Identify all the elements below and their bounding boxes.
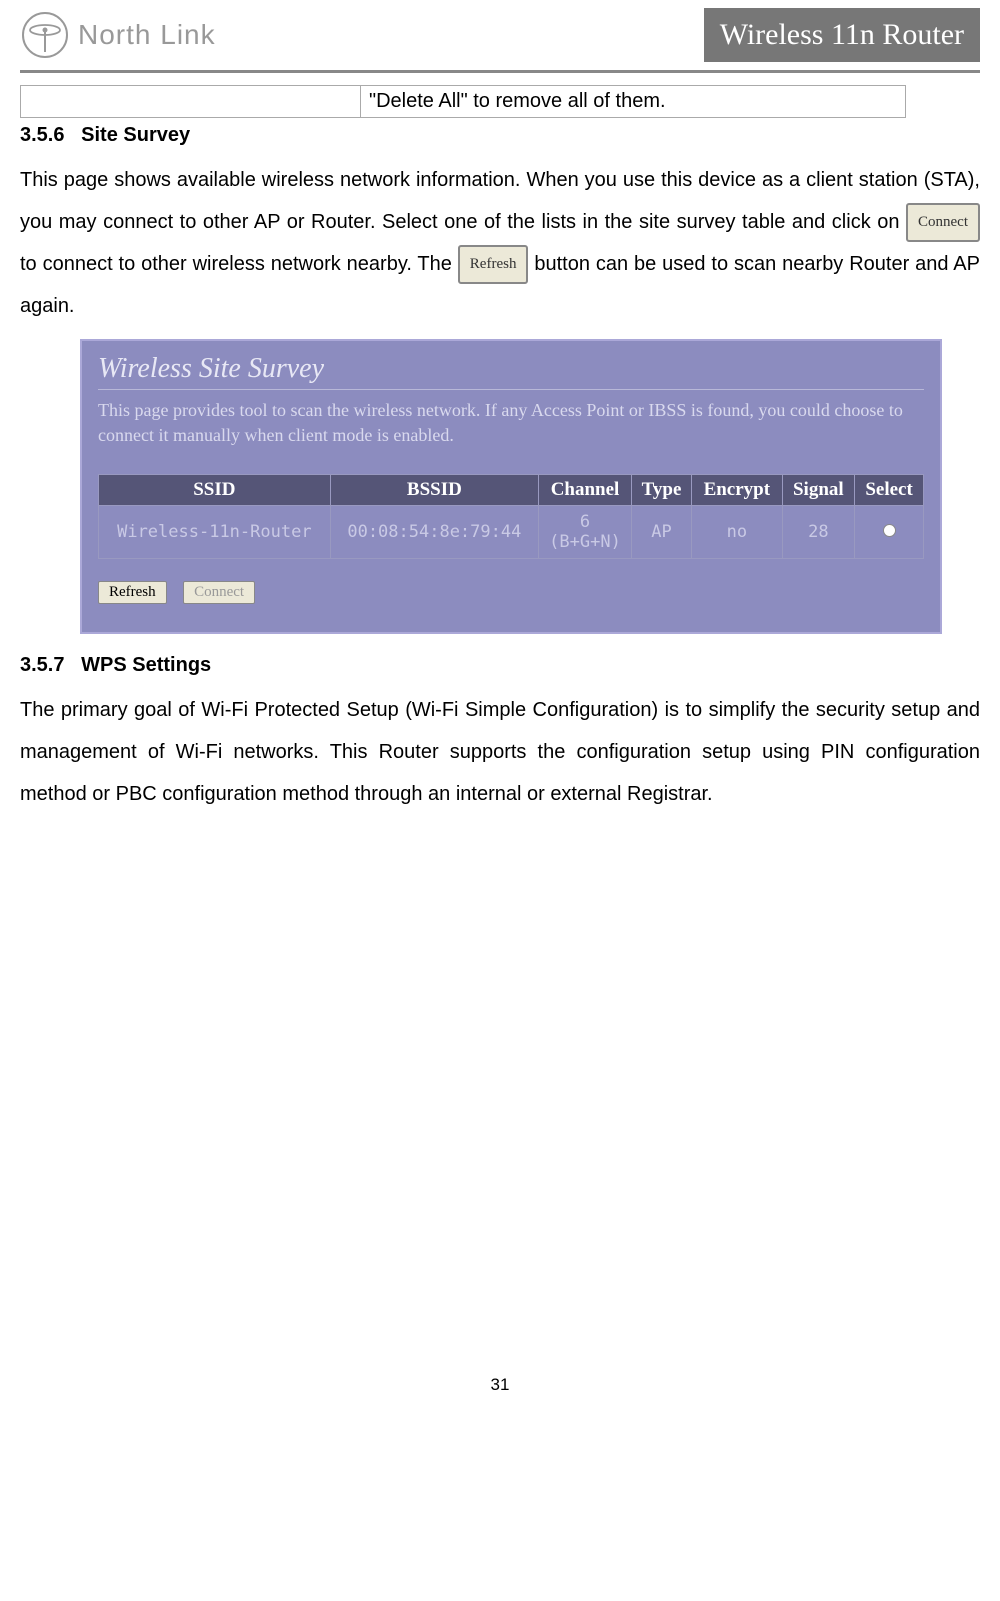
col-encrypt: Encrypt <box>692 475 783 506</box>
col-select: Select <box>855 475 924 506</box>
section-number: 3.5.6 <box>20 124 64 146</box>
survey-refresh-button[interactable]: Refresh <box>98 581 167 604</box>
logo-area: North Link <box>20 10 216 60</box>
section-357-paragraph: The primary goal of Wi-Fi Protected Setu… <box>20 689 980 815</box>
cell-bssid: 00:08:54:8e:79:44 <box>330 506 538 559</box>
cell-signal: 28 <box>782 506 855 559</box>
section-357-heading: 3.5.7 WPS Settings <box>20 654 980 677</box>
col-bssid: BSSID <box>330 475 538 506</box>
survey-data-row: Wireless-11n-Router 00:08:54:8e:79:44 6 … <box>99 506 924 559</box>
col-channel: Channel <box>539 475 632 506</box>
section-title: WPS Settings <box>81 654 211 676</box>
section-number: 3.5.7 <box>20 654 64 676</box>
refresh-button[interactable]: Refresh <box>458 245 529 285</box>
page-number: 31 <box>20 1375 980 1395</box>
col-ssid: SSID <box>99 475 331 506</box>
para-part-b: to connect to other wireless network nea… <box>20 253 458 275</box>
delete-all-table-row: "Delete All" to remove all of them. <box>20 85 906 118</box>
section-356-paragraph: This page shows available wireless netwo… <box>20 159 980 327</box>
survey-description: This page provides tool to scan the wire… <box>98 398 924 448</box>
section-title: Site Survey <box>81 124 190 146</box>
cell-channel: 6 (B+G+N) <box>539 506 632 559</box>
site-survey-screenshot: Wireless Site Survey This page provides … <box>80 339 942 634</box>
northlink-logo-icon <box>20 10 70 60</box>
survey-button-row: Refresh Connect <box>98 581 924 604</box>
col-signal: Signal <box>782 475 855 506</box>
table-left-cell <box>21 86 361 118</box>
survey-title: Wireless Site Survey <box>98 353 924 390</box>
col-type: Type <box>631 475 691 506</box>
survey-header-row: SSID BSSID Channel Type Encrypt Signal S… <box>99 475 924 506</box>
section-356-heading: 3.5.6 Site Survey <box>20 124 980 147</box>
survey-connect-button[interactable]: Connect <box>183 581 255 604</box>
para-part-a: This page shows available wireless netwo… <box>20 169 980 233</box>
channel-mode: (B+G+N) <box>549 532 621 552</box>
brand-name: North Link <box>78 19 216 51</box>
select-radio[interactable] <box>883 524 896 537</box>
cell-type: AP <box>631 506 691 559</box>
table-right-cell: "Delete All" to remove all of them. <box>361 86 906 118</box>
page-header: North Link Wireless 11n Router <box>20 0 980 73</box>
cell-ssid: Wireless-11n-Router <box>99 506 331 559</box>
survey-table: SSID BSSID Channel Type Encrypt Signal S… <box>98 474 924 559</box>
document-title: Wireless 11n Router <box>704 8 980 62</box>
connect-button[interactable]: Connect <box>906 203 980 243</box>
cell-encrypt: no <box>692 506 783 559</box>
cell-select <box>855 506 924 559</box>
channel-num: 6 <box>580 512 590 532</box>
